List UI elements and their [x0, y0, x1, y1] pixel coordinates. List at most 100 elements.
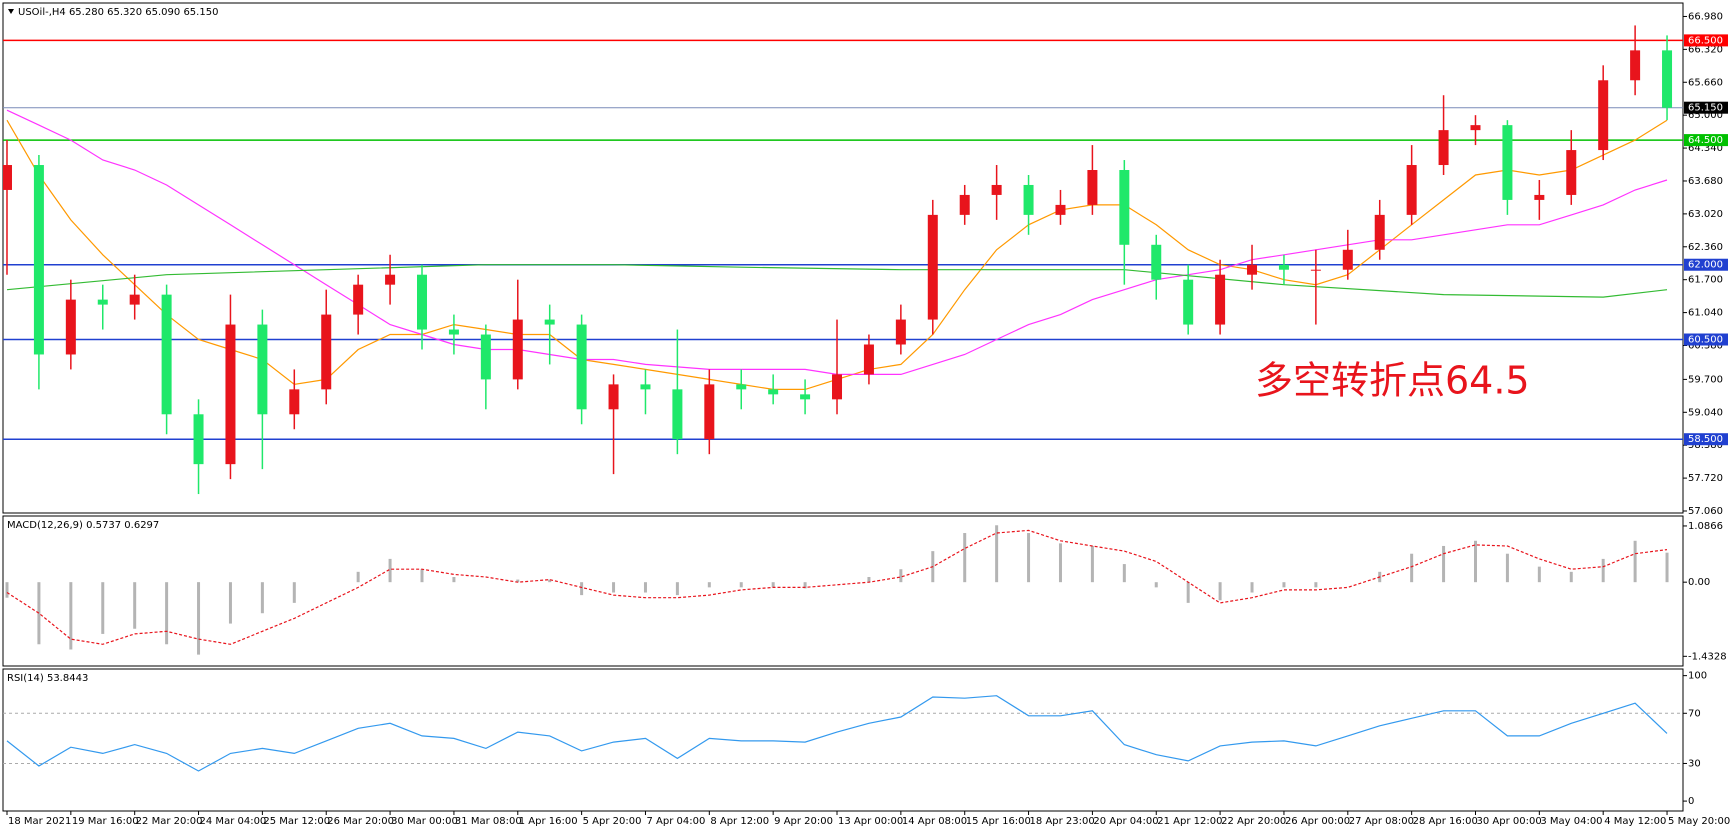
x-tick-label: 30 Apr 00:00 — [1476, 816, 1541, 827]
level-label: 64.500 — [1688, 135, 1723, 146]
chart-title: USOil-,H4 65.280 65.320 65.090 65.150 — [18, 7, 218, 18]
x-tick-label: 18 Mar 2021 — [8, 816, 71, 827]
x-tick-label: 22 Mar 20:00 — [136, 816, 203, 827]
candle-body — [480, 334, 491, 380]
y-tick-label: 1.0866 — [1688, 521, 1723, 532]
macd-panel — [2, 515, 1684, 667]
candle-body — [1183, 279, 1194, 325]
y-tick-label: 57.060 — [1688, 506, 1723, 517]
y-tick-label: 66.980 — [1688, 11, 1723, 22]
y-tick-label: 59.700 — [1688, 374, 1723, 385]
candle-body — [417, 274, 428, 330]
candle-body — [1310, 269, 1321, 271]
level-label: 58.500 — [1688, 434, 1723, 445]
x-tick-label: 25 Mar 12:00 — [263, 816, 330, 827]
candle-body — [895, 319, 906, 345]
candle-body — [1023, 184, 1034, 215]
y-tick-label: 100 — [1688, 671, 1707, 682]
candle-body — [832, 374, 843, 400]
candle-body — [544, 319, 555, 325]
candle-body — [1662, 50, 1673, 108]
y-tick-label: 59.040 — [1688, 407, 1723, 418]
plot — [5, 525, 1669, 655]
plot — [3, 25, 1683, 495]
y-tick-label: -1.4328 — [1688, 651, 1727, 662]
candle-body — [1470, 125, 1481, 131]
macd-title: MACD(12,26,9) 0.5737 0.6297 — [7, 520, 159, 531]
candle-body — [1438, 130, 1449, 166]
candle-body — [863, 344, 874, 375]
candle-body — [704, 384, 715, 440]
level-label: 62.000 — [1688, 260, 1723, 271]
level-label-box — [1684, 433, 1728, 446]
x-tick-label: 20 Apr 04:00 — [1093, 816, 1158, 827]
level-label: 66.500 — [1688, 35, 1723, 46]
level-label: 60.500 — [1688, 335, 1723, 346]
candle-body — [1630, 50, 1641, 81]
candle-body — [640, 384, 651, 390]
y-tick-label: 0 — [1688, 796, 1694, 807]
y-tick-label: 63.680 — [1688, 176, 1723, 187]
candle-body — [672, 389, 683, 440]
main-panel — [2, 2, 1684, 514]
x-tick-label: 14 Apr 08:00 — [902, 816, 967, 827]
y-tick-label: 66.320 — [1688, 44, 1723, 55]
y-tick-label: 61.700 — [1688, 275, 1723, 286]
y-tick-label: 63.020 — [1688, 209, 1723, 220]
candle-body — [385, 274, 396, 285]
candle-body — [959, 194, 970, 215]
candle-body — [161, 294, 172, 415]
candle-body — [736, 384, 747, 390]
plot-area — [3, 695, 1683, 772]
candle-body — [448, 329, 459, 335]
x-tick-label: 5 May 20:00 — [1668, 816, 1730, 827]
y-tick-label: 57.720 — [1688, 473, 1723, 484]
y-tick-label: 65.660 — [1688, 77, 1723, 88]
x-tick-label: 27 Apr 08:00 — [1349, 816, 1414, 827]
x-tick-label: 1 Apr 16:00 — [519, 816, 578, 827]
candle-body — [1119, 170, 1130, 245]
plot-area — [3, 25, 1683, 495]
candle-body — [1087, 170, 1098, 205]
candle-body — [225, 324, 236, 465]
y-tick-label: 0.00 — [1688, 577, 1710, 588]
y-tick-label: 64.340 — [1688, 143, 1723, 154]
candle-body — [33, 165, 44, 355]
candle-body — [1374, 214, 1385, 250]
candle-body — [1151, 244, 1162, 280]
candle-body — [1215, 274, 1226, 325]
x-tick-label: 21 Apr 12:00 — [1157, 816, 1222, 827]
level-label-box — [1684, 101, 1728, 114]
x-tick-label: 7 Apr 04:00 — [646, 816, 705, 827]
x-tick-label: 31 Mar 08:00 — [455, 816, 522, 827]
x-tick-label: 28 Apr 16:00 — [1413, 816, 1478, 827]
rsi-title: RSI(14) 53.8443 — [7, 673, 88, 684]
x-tick-label: 24 Mar 04:00 — [200, 816, 267, 827]
candle-body — [576, 324, 587, 410]
candle-body — [991, 184, 1002, 195]
candle-body — [129, 294, 140, 305]
candle-body — [768, 389, 779, 395]
candle-body — [1406, 165, 1417, 215]
candle-body — [1534, 194, 1545, 200]
candle-body — [97, 299, 108, 305]
level-label: 65.150 — [1688, 103, 1723, 114]
x-tick-label: 30 Mar 00:00 — [391, 816, 458, 827]
y-tick-label: 65.000 — [1688, 110, 1723, 121]
macd-signal — [6, 529, 1668, 645]
plot — [3, 695, 1683, 772]
x-tick-label: 15 Apr 16:00 — [966, 816, 1031, 827]
candle-body — [257, 324, 268, 415]
y-tick-label: 62.360 — [1688, 242, 1723, 253]
candle-body — [193, 414, 204, 465]
level-label-box — [1684, 258, 1728, 271]
y-tick-label: 58.380 — [1688, 440, 1723, 451]
level-label-box — [1684, 134, 1728, 147]
plot-area — [5, 525, 1669, 655]
x-tick-label: 8 Apr 12:00 — [710, 816, 769, 827]
annotation: 多空转折点64.5 — [1255, 359, 1530, 403]
candle-body — [289, 389, 300, 415]
x-tick-label: 22 Apr 20:00 — [1221, 816, 1286, 827]
